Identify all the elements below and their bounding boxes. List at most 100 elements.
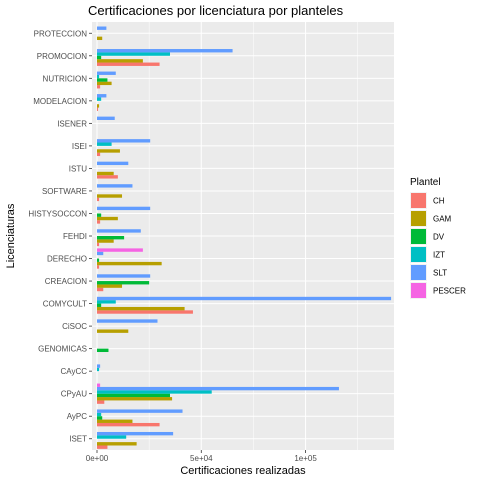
bar-gam-comycult (97, 306, 185, 311)
y-axis-ticks: PROTECCION PROMOCION NUTRICION MODELACION IS… (28, 29, 92, 444)
legend-key-ch (411, 193, 426, 208)
bar-slt-aypc (97, 409, 183, 413)
legend-title: Plantel (410, 177, 441, 188)
y-tick-label: CPyAU (61, 390, 87, 399)
bar-izt-modelacion (97, 97, 102, 101)
bar-ch-nutricion (97, 85, 101, 89)
legend-key-gam (411, 211, 426, 226)
bar-izt-nutricion (97, 74, 100, 79)
bar-ch-comycult (97, 310, 193, 314)
bar-slt-isei (97, 139, 151, 143)
y-tick-label: ISENER (57, 119, 87, 128)
y-tick-label: NUTRICION (43, 74, 88, 83)
bar-ch-derecho (97, 265, 100, 269)
y-tick-label: DERECHO (47, 255, 87, 264)
bar-izt-promocion (97, 52, 170, 56)
bar-izt-isei (97, 142, 112, 146)
bar-slt-creacion (97, 274, 151, 278)
bar-gam-aypc (97, 419, 133, 423)
y-tick-label: CREACION (45, 277, 87, 286)
bar-slt-isener (97, 116, 115, 120)
bar-gam-promocion (97, 59, 143, 63)
bar-gam-histysoccon (97, 216, 118, 221)
bar-dv-creacion (97, 281, 150, 285)
bar-pescer-cpyau (97, 383, 101, 387)
bar-dv-fehdi (97, 236, 125, 240)
bar-ch-cpyau (97, 400, 105, 404)
bar-izt-caycc (97, 367, 100, 372)
y-tick-label: AyPC (67, 412, 88, 421)
bar-dv-aypc (97, 416, 103, 420)
bar-gam-fehdi (97, 239, 114, 243)
bar-slt-caycc (97, 364, 101, 368)
legend-label-ch: CH (433, 197, 445, 206)
bar-slt-fehdi (97, 229, 141, 233)
y-tick-label: PROMOCION (37, 52, 87, 61)
y-tick-label: FEHDI (63, 232, 87, 241)
bar-slt-comycult (97, 296, 392, 301)
bar-gam-iset (97, 442, 137, 446)
bar-dv-histysoccon (97, 213, 102, 217)
bar-slt-software (97, 184, 133, 188)
x-tick-label: 5e+04 (190, 454, 213, 463)
bar-ch-promocion (97, 62, 160, 66)
x-axis-title: Certificaciones realizadas (180, 465, 306, 477)
bar-gam-isei (97, 149, 120, 153)
grid-lines (92, 22, 394, 450)
y-tick-label: COMYCULT (43, 300, 87, 309)
y-tick-label: GENOMICAS (38, 345, 87, 354)
legend-label-pescer: PESCER (433, 287, 466, 296)
bar-slt-derecho (97, 251, 104, 256)
bar-slt-cisoc (97, 319, 158, 323)
x-axis-ticks: 0e+00 5e+04 1e+05 (86, 450, 317, 463)
bar-gam-cpyau (97, 397, 173, 401)
y-tick-label: CiSOC (62, 322, 87, 331)
bar-dv-genomicas (97, 348, 109, 353)
bar-dv-promocion (97, 55, 102, 60)
legend-key-dv (411, 229, 426, 244)
bar-gam-nutricion (97, 81, 112, 86)
bar-slt-nutricion (97, 71, 116, 75)
bar-gam-proteccion (97, 36, 103, 41)
legend-label-izt: IZT (433, 251, 445, 260)
bar-dv-cpyau (97, 393, 170, 398)
bar-izt-comycult (97, 300, 116, 304)
y-tick-label: SOFTWARE (42, 187, 87, 196)
bar-slt-cpyau (97, 386, 339, 391)
legend-label-dv: DV (433, 233, 445, 242)
bar-ch-histysoccon (97, 220, 101, 224)
bar-ch-creacion (97, 287, 104, 292)
bar-gam-software (97, 194, 123, 198)
bar-slt-modelacion (97, 94, 107, 98)
bar-ch-software (97, 197, 100, 202)
bar-slt-iset (97, 431, 174, 436)
chart-title: Certificaciones por licenciatura por pla… (88, 3, 344, 18)
bars (97, 26, 392, 449)
bar-slt-proteccion (97, 26, 107, 30)
bar-slt-istu (97, 161, 129, 166)
y-tick-label: ISEI (72, 142, 87, 151)
y-tick-label: HISTYSOCCON (28, 209, 87, 218)
y-tick-label: ISTU (69, 164, 87, 173)
legend-label-gam: GAM (433, 215, 452, 224)
y-tick-label: CAyCC (60, 367, 87, 376)
x-tick-label: 0e+00 (86, 454, 109, 463)
legend-key-slt (411, 265, 426, 280)
bar-gam-modelacion (97, 104, 100, 108)
bar-gam-istu (97, 171, 114, 176)
bar-ch-modelacion (97, 107, 99, 111)
x-tick-label: 1e+05 (294, 454, 317, 463)
bar-ch-fehdi (97, 242, 100, 247)
bar-izt-aypc (97, 412, 102, 417)
bar-ch-istu (97, 175, 118, 179)
bar-ch-isei (97, 152, 101, 157)
bar-ch-aypc (97, 422, 160, 427)
bar-ch-iset (97, 445, 108, 449)
legend: Plantel CH GAM DV IZT SLT PESCER (410, 177, 466, 299)
bar-gam-cisoc (97, 329, 129, 333)
bar-gam-derecho (97, 261, 162, 266)
bar-izt-iset (97, 435, 127, 439)
legend-key-pescer (411, 283, 426, 298)
